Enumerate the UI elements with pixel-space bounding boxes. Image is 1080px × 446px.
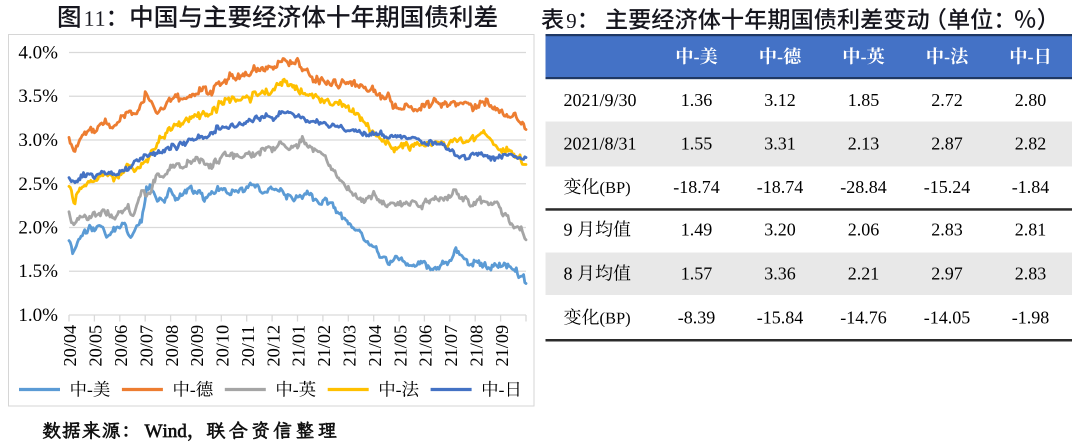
svg-text:20/07: 20/07 [136, 325, 156, 367]
svg-text:2.21: 2.21 [848, 264, 880, 284]
svg-text:21/01: 21/01 [289, 325, 309, 367]
svg-text:20/11: 20/11 [238, 326, 258, 367]
svg-text:2.83: 2.83 [931, 220, 963, 240]
svg-text:2.81: 2.81 [1015, 220, 1047, 240]
svg-text:3.36: 3.36 [764, 264, 796, 284]
svg-text:2.97: 2.97 [931, 264, 963, 284]
svg-text:20/04: 20/04 [60, 325, 80, 367]
svg-text:-1.84: -1.84 [1012, 177, 1050, 197]
svg-text:21/09: 21/09 [492, 325, 512, 367]
svg-text:2.0%: 2.0% [18, 218, 58, 239]
svg-text:2.13: 2.13 [848, 134, 880, 154]
svg-text:3.20: 3.20 [764, 220, 796, 240]
svg-text:20/09: 20/09 [187, 325, 207, 367]
svg-text:-15.84: -15.84 [757, 308, 804, 328]
svg-text:-8.39: -8.39 [678, 308, 716, 328]
svg-text:1.36: 1.36 [681, 90, 713, 110]
svg-text:2.5%: 2.5% [18, 174, 58, 195]
svg-text:1.5%: 1.5% [18, 261, 58, 282]
svg-text:1.0%: 1.0% [18, 305, 58, 326]
svg-text:21/06: 21/06 [416, 325, 436, 367]
svg-text:20/12: 20/12 [263, 325, 283, 367]
svg-text:-15.24: -15.24 [924, 177, 971, 197]
svg-text:21/03: 21/03 [340, 325, 360, 367]
svg-text:3.5%: 3.5% [18, 86, 58, 107]
svg-text:-18.74: -18.74 [673, 177, 720, 197]
svg-text:3.0%: 3.0% [18, 130, 58, 151]
svg-text:2.80: 2.80 [1015, 90, 1047, 110]
svg-text:21/08: 21/08 [466, 325, 486, 367]
svg-text:2.06: 2.06 [848, 220, 880, 240]
svg-text:1.85: 1.85 [848, 90, 880, 110]
svg-text:20/10: 20/10 [213, 325, 233, 367]
svg-text:20/06: 20/06 [111, 325, 131, 367]
svg-text:3.31: 3.31 [764, 134, 796, 154]
svg-text:-14.05: -14.05 [924, 308, 971, 328]
svg-text:21/07: 21/07 [441, 325, 461, 367]
svg-text:2.83: 2.83 [1015, 264, 1047, 284]
svg-text:20/05: 20/05 [86, 325, 106, 367]
svg-text:21/02: 21/02 [314, 325, 334, 367]
svg-text:-1.98: -1.98 [1012, 308, 1050, 328]
svg-text:21/04: 21/04 [365, 325, 385, 367]
svg-text:1.49: 1.49 [681, 220, 713, 240]
svg-text:1.55: 1.55 [681, 134, 713, 154]
svg-text:2.82: 2.82 [1015, 134, 1047, 154]
svg-text:-14.76: -14.76 [840, 308, 887, 328]
svg-text:-18.74: -18.74 [757, 177, 804, 197]
svg-text:2.72: 2.72 [931, 90, 963, 110]
svg-text:-28.84: -28.84 [840, 177, 887, 197]
svg-text:1.57: 1.57 [681, 264, 713, 284]
svg-text:3.12: 3.12 [764, 90, 796, 110]
svg-text:20/08: 20/08 [162, 325, 182, 367]
svg-text:2.87: 2.87 [931, 134, 963, 154]
svg-text:21/05: 21/05 [390, 325, 410, 367]
svg-text:4.0%: 4.0% [18, 43, 58, 64]
